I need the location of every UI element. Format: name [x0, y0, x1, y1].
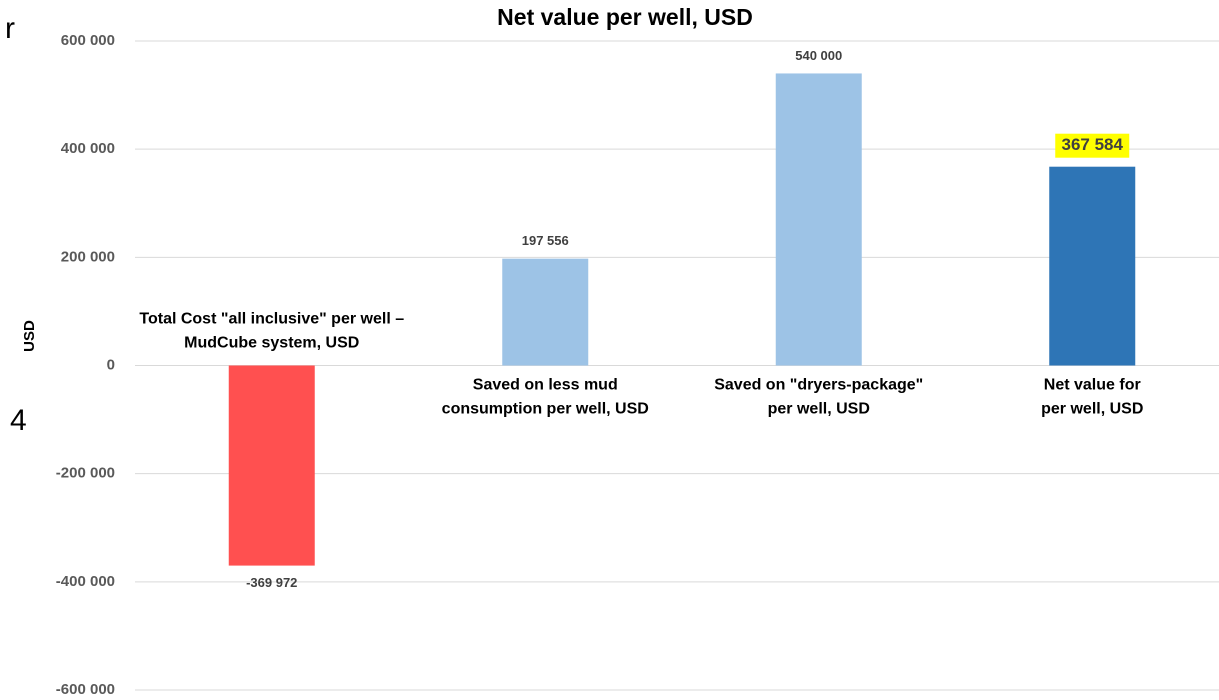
y-axis-label: USD — [21, 320, 38, 352]
value-label-highlight — [1055, 133, 1130, 158]
value-label: 367 584 — [1062, 135, 1124, 154]
y-tick-label: 400 000 — [61, 140, 115, 157]
value-label: -369 972 — [246, 575, 297, 590]
y-tick-label: 0 — [107, 356, 115, 373]
bar — [502, 258, 589, 366]
bar — [1049, 166, 1136, 366]
x-tick-label: Saved on less mud consumption per well, U… — [442, 377, 649, 418]
y-tick-label: -600 000 — [56, 681, 115, 698]
bar — [775, 73, 862, 366]
y-tick-label: -200 000 — [56, 465, 115, 482]
x-tick-label: Net value for per well, USD — [1041, 377, 1143, 418]
y-tick-label: 200 000 — [61, 248, 115, 265]
bar — [228, 365, 315, 566]
y-tick-label: -400 000 — [56, 573, 115, 590]
side-text: 4 — [10, 404, 27, 437]
chart-title: Net value per well, USD — [497, 4, 753, 30]
x-tick-label: Total Cost "all inclusive" per well – Mud… — [139, 311, 404, 352]
value-label: 197 556 — [522, 233, 569, 248]
x-tick-label: Saved on "dryers-package" per well, USD — [714, 377, 923, 418]
value-label: 540 000 — [795, 48, 842, 63]
side-text: r — [5, 12, 15, 45]
y-tick-label: 600 000 — [61, 32, 115, 49]
